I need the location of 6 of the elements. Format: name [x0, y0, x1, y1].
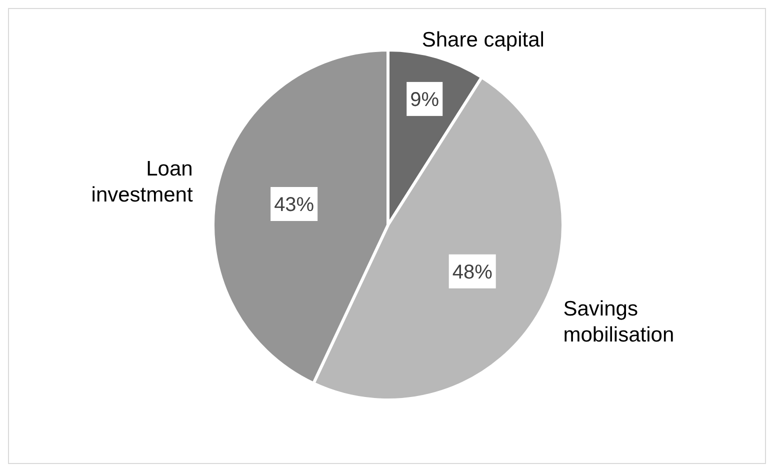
- data-label: 48%: [452, 261, 493, 284]
- data-label: 9%: [410, 88, 440, 111]
- slice-label: Savings mobilisation: [563, 297, 674, 346]
- slice-label: Share capital: [422, 28, 544, 52]
- slice-label: Loan investment: [91, 157, 193, 206]
- data-label: 43%: [274, 194, 314, 216]
